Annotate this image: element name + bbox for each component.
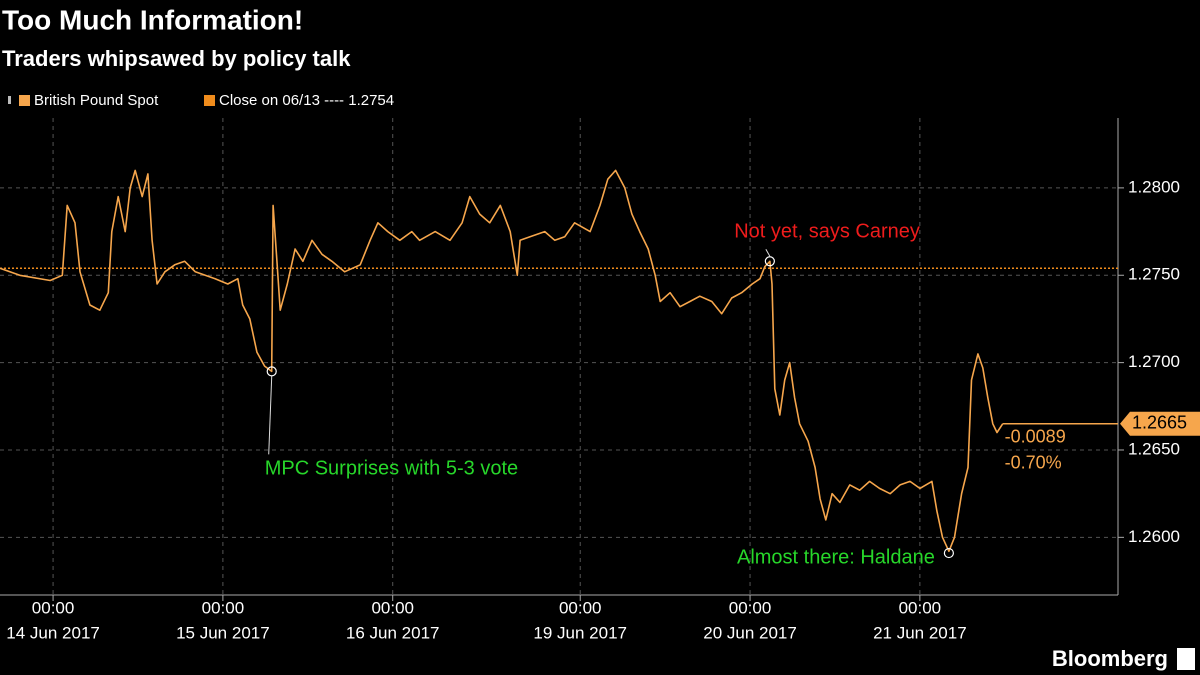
annotation-point bbox=[266, 366, 277, 377]
x-tick-label: 00:00 bbox=[32, 598, 75, 617]
annotation-label: Almost there: Haldane bbox=[737, 546, 935, 568]
reference-value: 1.2754 bbox=[348, 92, 394, 109]
chart-title: Too Much Information! bbox=[2, 4, 303, 35]
change-label: -0.0089 bbox=[1005, 427, 1066, 447]
annotation-point bbox=[943, 547, 954, 559]
x-tick-label: 00:00 bbox=[899, 598, 942, 617]
legend-icon bbox=[8, 96, 11, 104]
last-value-box bbox=[1120, 411, 1200, 436]
x-tick-date: 21 Jun 2017 bbox=[873, 623, 967, 642]
legend-label: British Pound Spot bbox=[34, 92, 159, 109]
x-tick-date: 14 Jun 2017 bbox=[6, 623, 100, 642]
legend-label: Close on 06/13 ---- 1.2754 bbox=[219, 92, 394, 109]
x-tick-date: 19 Jun 2017 bbox=[533, 623, 627, 642]
x-tick-label: 00:00 bbox=[371, 598, 414, 617]
x-tick-label: 00:00 bbox=[559, 598, 602, 617]
source: Bloomberg bbox=[1052, 646, 1168, 671]
x-tick-date: 20 Jun 2017 bbox=[703, 623, 797, 642]
annotation-label: Not yet, says Carney bbox=[734, 221, 920, 243]
x-tick-label: 00:00 bbox=[729, 598, 772, 617]
annotation-leader bbox=[268, 376, 273, 455]
y-tick-label: 1.2750 bbox=[1128, 265, 1180, 284]
chart-subtitle: Traders whipsawed by policy talk bbox=[2, 46, 351, 71]
change-pct-label: -0.70% bbox=[1005, 453, 1062, 473]
series-line bbox=[0, 169, 1004, 553]
x-tick-label: 00:00 bbox=[202, 598, 245, 617]
legend-swatch bbox=[19, 95, 30, 106]
logo-mark bbox=[1177, 648, 1195, 670]
annotation-point bbox=[764, 256, 775, 267]
y-tick-label: 1.2650 bbox=[1128, 439, 1180, 458]
last-value-label: 1.2665 bbox=[1132, 413, 1187, 433]
annotation-label: MPC Surprises with 5-3 vote bbox=[265, 458, 518, 480]
y-tick-label: 1.2600 bbox=[1128, 527, 1180, 546]
y-tick-label: 1.2700 bbox=[1128, 352, 1180, 371]
annotation-leader bbox=[765, 249, 771, 257]
legend-swatch bbox=[204, 95, 215, 106]
reference-label: Close on 06/13 ---- bbox=[219, 92, 344, 109]
y-tick-label: 1.2800 bbox=[1128, 177, 1180, 196]
x-tick-date: 16 Jun 2017 bbox=[346, 623, 440, 642]
legend: British Pound Spot Close on 06/13 ---- 1… bbox=[8, 92, 394, 109]
x-tick-date: 15 Jun 2017 bbox=[176, 623, 270, 642]
